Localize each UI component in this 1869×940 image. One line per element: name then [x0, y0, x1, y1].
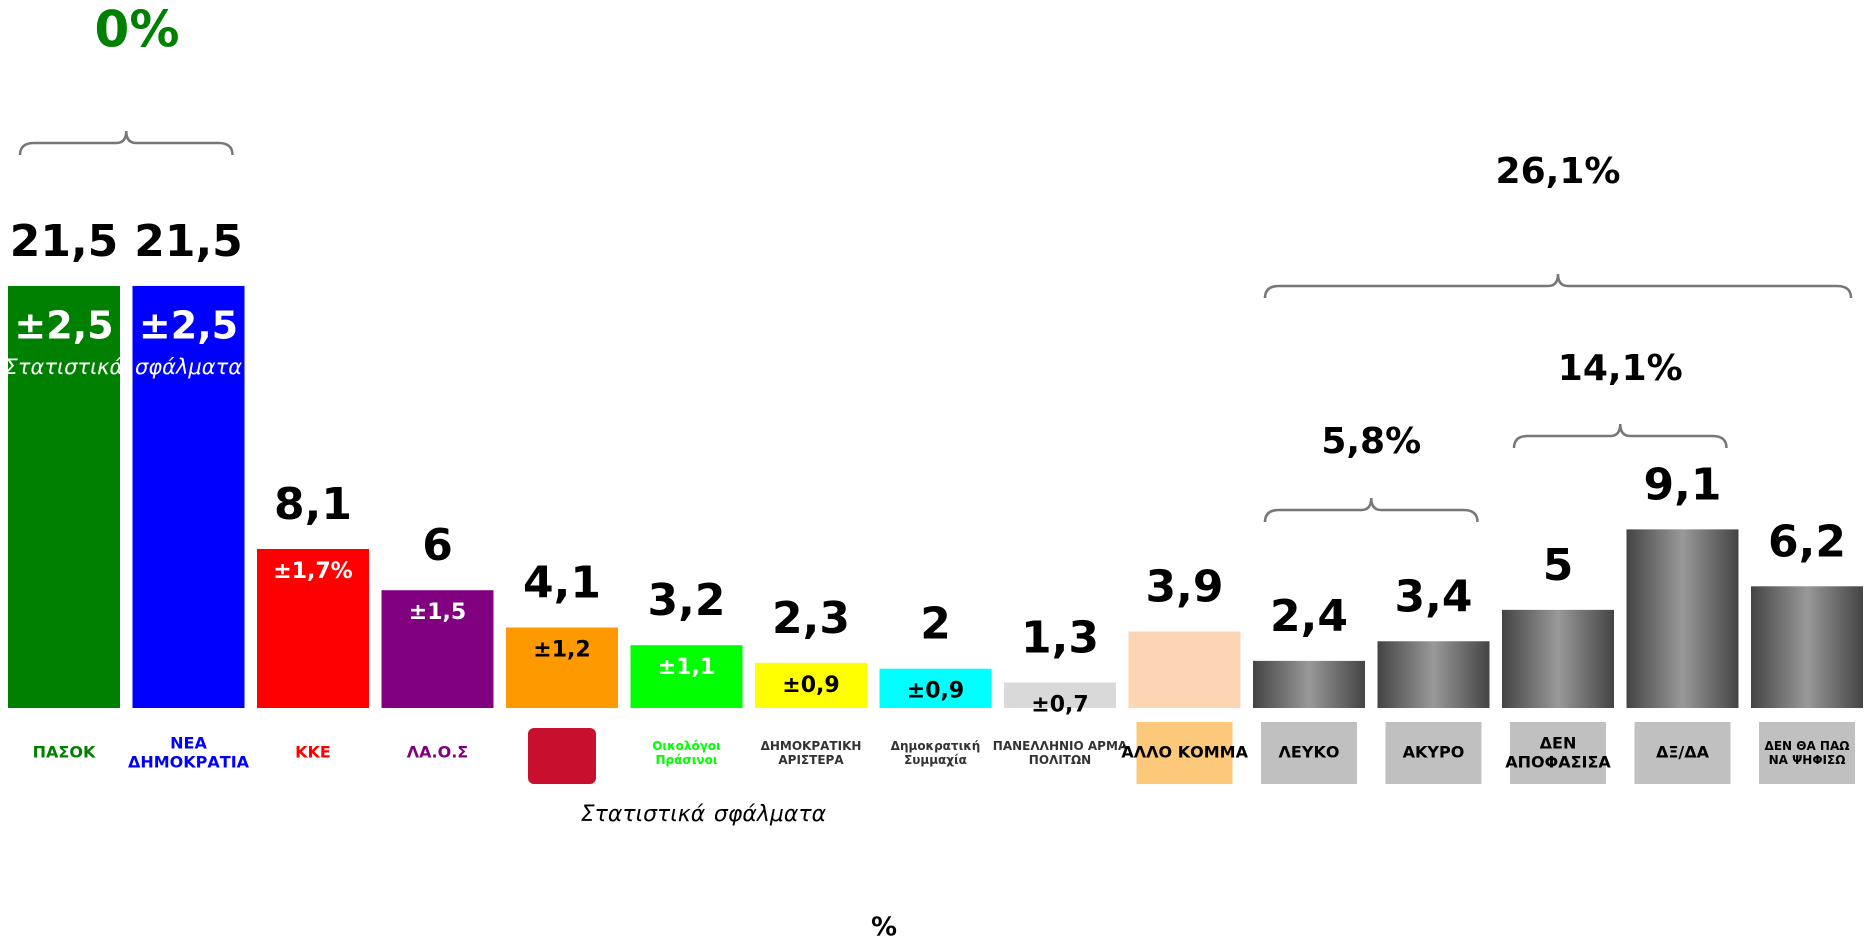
category-label: ΛΑ.Ο.Σ — [407, 743, 468, 762]
value-label: 3,2 — [648, 575, 726, 626]
error-label: ±1,5 — [409, 600, 466, 625]
error-label: ±1,7% — [273, 559, 352, 584]
error-label: ±2,5 — [139, 303, 238, 347]
error-label: ±0,9 — [907, 679, 964, 704]
bar — [1627, 529, 1739, 708]
bar — [1129, 631, 1241, 708]
value-label: 2,4 — [1270, 591, 1348, 642]
value-label: 6,2 — [1768, 516, 1846, 567]
note: σφάλματα — [135, 355, 242, 379]
error-label: ±1,2 — [533, 638, 590, 663]
value-label: 8,1 — [274, 479, 352, 530]
error-label: ±0,7 — [1031, 692, 1088, 717]
category-label: ΔΞ/ΔΑ — [1656, 743, 1710, 762]
value-label: 3,9 — [1146, 561, 1224, 612]
bar — [8, 286, 120, 708]
value-label: 2 — [920, 599, 951, 650]
value-label: 3,4 — [1395, 571, 1473, 622]
bar — [1378, 641, 1490, 708]
value-label: 21,5 — [10, 216, 119, 267]
chart: % Στατιστικά σφάλματα 21,5 ±2,5 Στατιστικά… — [0, 0, 1869, 940]
brace — [1265, 498, 1478, 522]
error-label: ±1,1 — [658, 655, 715, 680]
bar — [133, 286, 245, 708]
error-label: ±0,9 — [782, 673, 839, 698]
value-label: 2,3 — [772, 593, 850, 644]
annotation: 5,8% — [1321, 421, 1421, 462]
category-label: ΛΕΥΚΟ — [1279, 743, 1340, 762]
value-label: 4,1 — [523, 558, 601, 609]
brace — [1265, 274, 1851, 298]
category-label: ΠΑΣΟΚ — [33, 743, 96, 762]
value-label: 21,5 — [134, 216, 243, 267]
annotation: 0% — [95, 1, 180, 59]
bar — [1253, 661, 1365, 708]
category-label: ΑΚΥΡΟ — [1403, 743, 1465, 762]
annotation: 26,1% — [1496, 151, 1621, 192]
bar — [1751, 586, 1863, 708]
bar — [1502, 610, 1614, 708]
brace — [20, 131, 233, 155]
value-label: 5 — [1543, 540, 1574, 591]
annotation: 14,1% — [1558, 348, 1683, 389]
note: σφάλματα — [714, 802, 827, 827]
value-label: 1,3 — [1021, 612, 1099, 663]
note: Στατιστικά — [5, 355, 124, 379]
x-label: % — [871, 913, 897, 940]
category-label: ΆΛΛΟ ΚΟΜΜΑ — [1121, 743, 1249, 762]
brace — [1514, 424, 1727, 448]
logo — [528, 728, 596, 784]
note: Στατιστικά — [581, 802, 706, 827]
error-label: ±2,5 — [14, 303, 113, 347]
category-label: ΚΚΕ — [295, 743, 331, 762]
value-label: 9,1 — [1644, 459, 1722, 510]
value-label: 6 — [422, 520, 453, 571]
